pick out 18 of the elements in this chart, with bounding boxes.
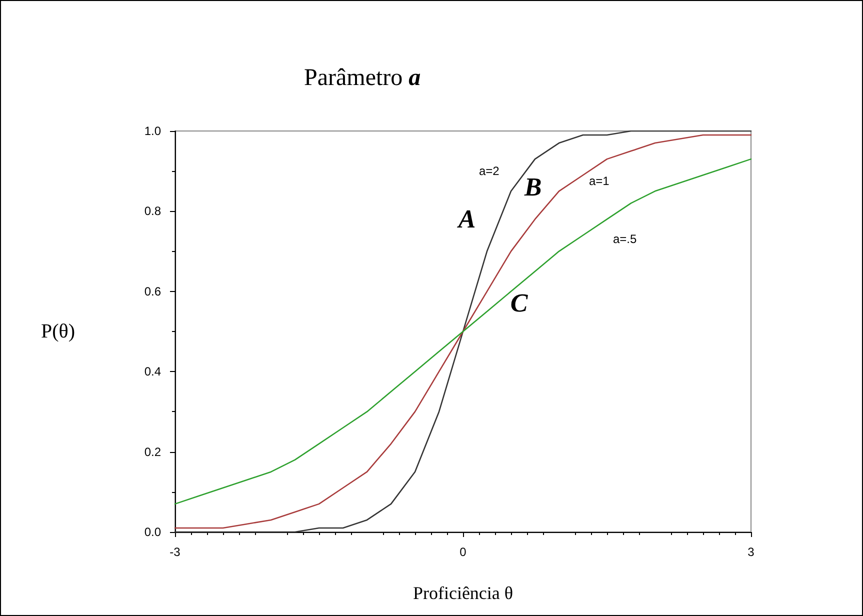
annotation: A (456, 204, 476, 234)
x-tick-label: -3 (170, 545, 181, 559)
y-tick-label: 0.2 (144, 444, 162, 459)
y-tick-label: 1.0 (144, 124, 162, 138)
x-tick-label: 3 (748, 545, 755, 559)
annotation: a=1 (589, 174, 610, 188)
y-tick-label: 0.0 (144, 525, 162, 539)
annotation: a=.5 (613, 232, 638, 246)
x-tick-label: 0 (460, 545, 467, 559)
y-axis-title: P(θ) (40, 320, 75, 342)
annotation: C (510, 288, 528, 318)
annotation: a=2 (479, 164, 500, 178)
y-tick-label: 0.6 (144, 284, 162, 298)
x-axis-title: Proficiência θ (412, 583, 514, 603)
y-tick-label: 0.8 (144, 204, 162, 218)
annotation: B (523, 172, 542, 202)
y-tick-label: 0.4 (144, 364, 162, 379)
chart-title: Parâmetro a (304, 65, 421, 91)
